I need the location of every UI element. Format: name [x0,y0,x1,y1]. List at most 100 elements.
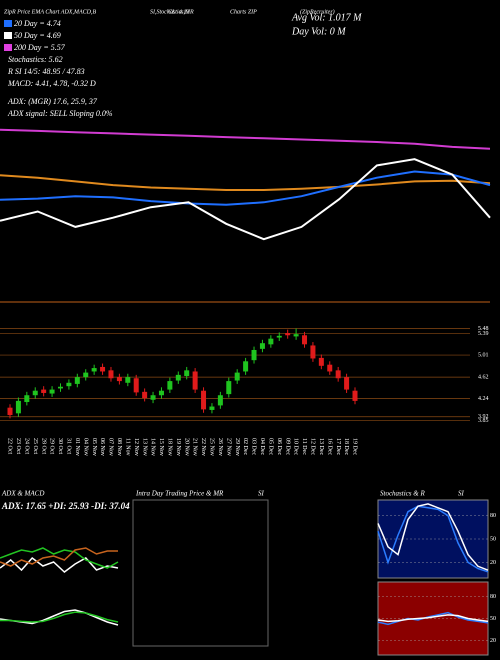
candle-body [125,377,131,383]
x-tick-label: 22 Nov [200,438,206,456]
panel-title: Stochastics & R [380,490,425,498]
candle-body [158,390,164,396]
x-tick-label: 28 Oct [40,438,46,454]
x-tick-label: 05 Nov [91,438,97,456]
header-text: Charts ZIP [230,9,257,15]
x-tick-label: 26 Nov [217,438,223,456]
y-tick-label: 3.92 [478,414,489,420]
legend-label: 50 Day = 4.69 [14,31,61,40]
x-tick-label: 03 Dec [251,438,257,455]
x-tick-label: 02 Dec [242,438,248,455]
x-tick-label: 25 Nov [209,438,215,456]
candle-body [276,335,282,338]
candle-body [57,386,63,389]
candle-body [108,370,114,379]
candle-body [335,370,341,379]
x-tick-label: 27 Nov [225,438,231,456]
x-tick-label: 22 Oct [7,438,13,454]
candle-body [285,333,291,336]
legend-label: 200 Day = 5.57 [14,43,66,52]
x-tick-label: 05 Dec [267,438,273,455]
intraday-panel [132,499,269,647]
line-series [0,158,491,241]
panel-title: SI [258,490,265,498]
candle-body [66,382,72,387]
legend-swatch [4,44,12,51]
header-text: CL: 4.13 [168,8,189,15]
line-series [0,547,119,569]
line-series [0,170,491,206]
x-tick-label: 19 Nov [175,438,181,456]
candle-body [259,343,265,349]
x-tick-label: 30 Oct [57,438,63,454]
header-text: (ZipRecruiter) [300,8,335,15]
header-text: ZipR Price EMA Chart ADX,MACD,B [4,9,96,15]
candle-body [209,406,215,410]
x-tick-label: 13 Nov [141,438,147,456]
candle-body [167,381,173,390]
candle-body [302,335,308,345]
y-tick-label: 80 [490,594,496,600]
candle-body [32,390,38,396]
candle-body [150,395,156,400]
candle-body [15,400,21,414]
y-tick-label: 5.48 [478,326,489,332]
line-series [377,611,489,626]
stat-text: R SI 14/5: 48.95 / 47.83 [7,67,85,76]
candle-body [116,377,122,382]
legend-swatch [4,32,12,39]
legend-swatch [4,20,12,27]
line-series [0,547,118,567]
legend-label: 20 Day = 4.74 [14,19,61,28]
x-tick-label: 11 Dec [301,438,307,455]
panel-subtitle: ADX: 17.65 +DI: 25.93 -DI: 37.04 [1,501,130,511]
stat-text: ADX: (MGR) 17.6, 25.9, 37 [7,97,98,106]
volume-text: Avg Vol: 1.017 M [291,12,362,23]
line-series [377,503,489,571]
candle-body [310,345,316,359]
x-tick-label: 04 Nov [82,438,88,456]
x-tick-label: 16 Dec [326,438,332,455]
y-tick-label: 80 [490,513,496,519]
x-tick-label: 10 Dec [293,438,299,455]
volume-text: Day Vol: 0 M [291,26,346,37]
x-tick-label: 12 Dec [310,438,316,455]
line-series [0,556,119,573]
candle-body [100,366,106,372]
panel-title: Intra Day Trading Price & MR [135,490,224,498]
candle-body [234,372,240,381]
x-tick-label: 29 Nov [234,438,240,456]
y-tick-label: 3.85 [478,418,489,424]
candle-body [226,381,232,395]
candle-body [184,370,190,376]
candle-body [24,395,30,403]
x-tick-label: 04 Dec [259,438,265,455]
candle-body [133,378,139,393]
y-tick-label: 4.24 [478,396,489,402]
x-tick-label: 18 Nov [167,438,173,456]
candle-body [7,407,13,416]
panel-title: SI [458,490,465,498]
stat-text: ADX signal: SELL Sloping 0.0% [7,109,113,118]
candle-body [175,374,181,381]
y-tick-label: 4.62 [478,375,489,381]
x-tick-label: 01 Nov [74,438,80,456]
line-series [377,614,489,623]
x-tick-label: 18 Dec [343,438,349,455]
header-text: SI,Stochastics,MR [150,9,194,15]
stat-text: Stochastics: 5.62 [8,55,63,64]
candle-body [293,334,299,337]
candle-body [251,349,257,361]
x-tick-label: 23 Oct [15,438,21,454]
candle-body [142,391,148,399]
x-tick-label: 17 Dec [335,438,341,455]
line-series [0,174,491,191]
panel-title: ADX & MACD [1,490,44,498]
candle-body [41,389,47,393]
x-tick-label: 11 Nov [124,438,130,456]
y-tick-label: 5.39 [478,331,489,337]
x-tick-label: 29 Oct [49,438,55,454]
candle-body [192,371,198,390]
candle-body [327,364,333,372]
y-tick-label: 5.01 [478,352,489,358]
